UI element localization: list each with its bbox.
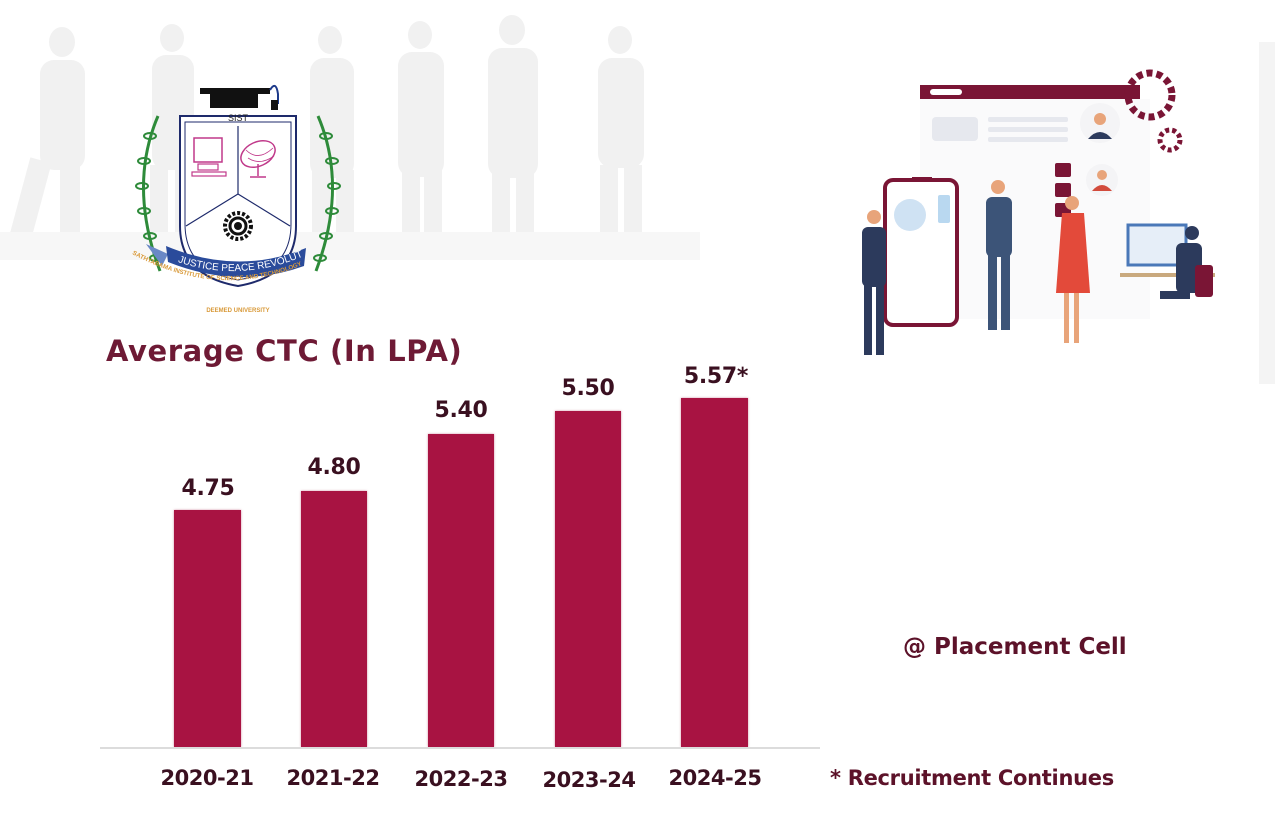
bar-2024-25 [681, 398, 748, 747]
placement-cell-credit: @ Placement Cell [903, 634, 1127, 660]
bar-value-label: 4.80 [307, 455, 361, 480]
sist-logo: SIST JUSTICE PEACE REVOLUTION SATHYABAMA… [128, 76, 341, 314]
x-axis-label: 2021-22 [286, 766, 380, 790]
bar-value-label: 5.50 [561, 376, 615, 401]
bar-2022-23 [428, 434, 494, 747]
bar-value-label: 4.75 [181, 476, 235, 501]
bar-2021-22 [301, 491, 367, 747]
bar-2020-21 [174, 510, 241, 747]
bar-2023-24 [555, 411, 621, 747]
right-edge-strip [1259, 42, 1275, 384]
chart-title: Average CTC (In LPA) [106, 334, 463, 368]
bar-value-label: 5.57* [683, 364, 749, 389]
x-axis-label: 2024-25 [668, 766, 762, 790]
x-axis-label: 2023-24 [542, 768, 636, 792]
recruitment-team-illustration [862, 69, 1215, 355]
logo-subtitle: DEEMED UNIVERSITY [206, 308, 269, 314]
recruitment-footnote: * Recruitment Continues [830, 766, 1114, 790]
x-axis-baseline [100, 747, 820, 749]
logo-acronym: SIST [228, 113, 249, 123]
x-axis-label: 2022-23 [414, 767, 508, 791]
x-axis-label: 2020-21 [160, 766, 254, 790]
background-people-silhouettes [0, 15, 700, 260]
bar-value-label: 5.40 [434, 398, 488, 423]
